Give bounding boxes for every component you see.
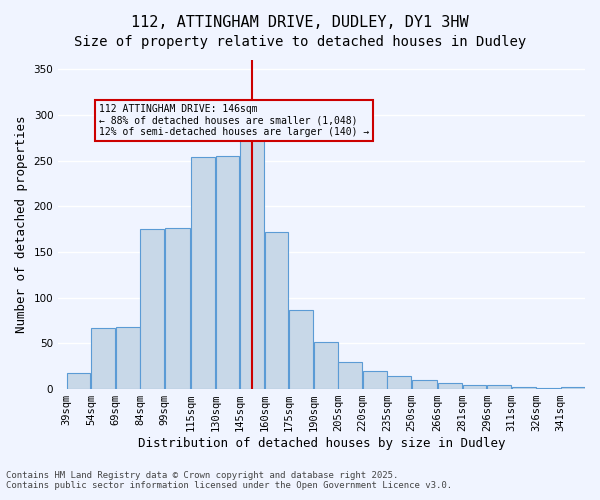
Bar bbox=[561, 388, 584, 389]
Text: Size of property relative to detached houses in Dudley: Size of property relative to detached ho… bbox=[74, 35, 526, 49]
Text: Contains HM Land Registry data © Crown copyright and database right 2025.
Contai: Contains HM Land Registry data © Crown c… bbox=[6, 470, 452, 490]
Bar bbox=[116, 327, 140, 389]
Bar bbox=[487, 384, 511, 389]
Bar bbox=[265, 232, 289, 389]
Bar bbox=[512, 388, 536, 389]
Bar bbox=[388, 376, 411, 389]
Bar bbox=[463, 384, 487, 389]
Bar bbox=[338, 362, 362, 389]
Text: 112, ATTINGHAM DRIVE, DUDLEY, DY1 3HW: 112, ATTINGHAM DRIVE, DUDLEY, DY1 3HW bbox=[131, 15, 469, 30]
Bar bbox=[140, 229, 164, 389]
Bar bbox=[438, 382, 462, 389]
Bar bbox=[412, 380, 437, 389]
Bar bbox=[536, 388, 560, 389]
Bar bbox=[165, 228, 190, 389]
X-axis label: Distribution of detached houses by size in Dudley: Distribution of detached houses by size … bbox=[138, 437, 505, 450]
Bar bbox=[363, 371, 386, 389]
Y-axis label: Number of detached properties: Number of detached properties bbox=[15, 116, 28, 334]
Bar bbox=[215, 156, 239, 389]
Bar bbox=[67, 372, 91, 389]
Bar bbox=[191, 157, 215, 389]
Bar bbox=[91, 328, 115, 389]
Bar bbox=[240, 132, 264, 389]
Text: 112 ATTINGHAM DRIVE: 146sqm
← 88% of detached houses are smaller (1,048)
12% of : 112 ATTINGHAM DRIVE: 146sqm ← 88% of det… bbox=[99, 104, 370, 137]
Bar bbox=[314, 342, 338, 389]
Bar bbox=[289, 310, 313, 389]
